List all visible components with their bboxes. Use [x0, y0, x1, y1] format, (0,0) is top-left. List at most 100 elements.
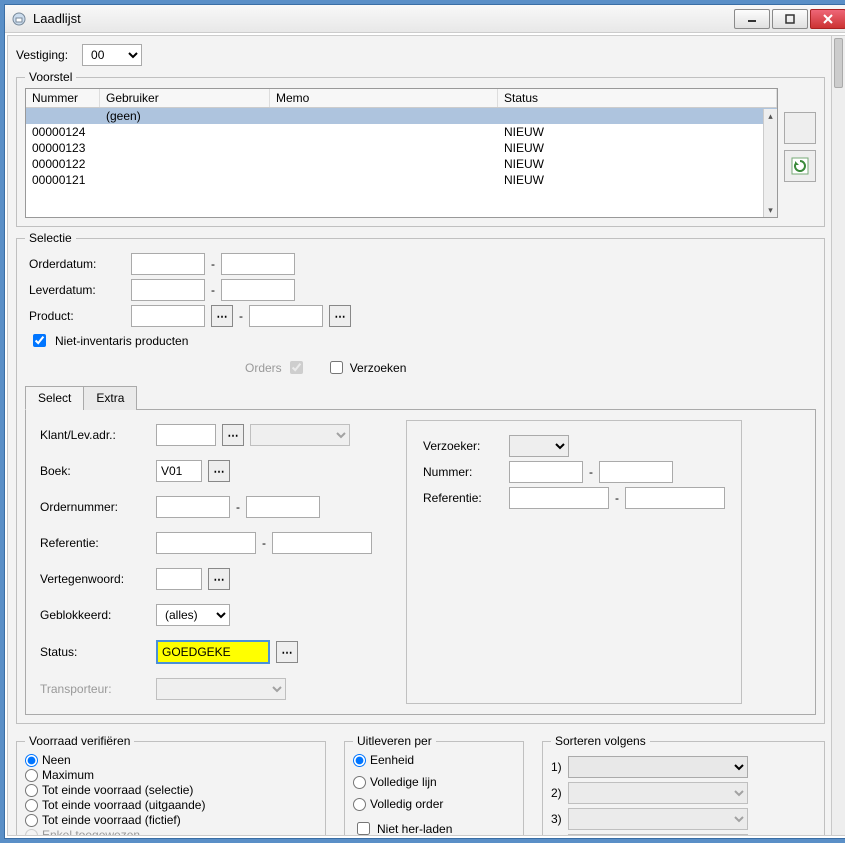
table-cell-memo [270, 124, 498, 140]
leverdatum-label: Leverdatum: [29, 283, 125, 297]
referentie-to[interactable] [272, 532, 372, 554]
product-from[interactable] [131, 305, 205, 327]
verz-nummer-from[interactable] [509, 461, 583, 483]
klant-input[interactable] [156, 424, 216, 446]
uit-lijn-radio[interactable] [353, 776, 366, 789]
grid-scrollbar[interactable]: ▴ ▾ [763, 109, 777, 217]
verzoeken-label: Verzoeken [350, 361, 407, 375]
minimize-button[interactable] [734, 9, 770, 29]
verify-fic-radio[interactable] [25, 814, 38, 827]
verify-neen-radio[interactable] [25, 754, 38, 767]
niet-inventaris-checkbox[interactable] [33, 334, 46, 347]
referentie-from[interactable] [156, 532, 256, 554]
product-to-lookup[interactable]: ⋯ [329, 305, 351, 327]
uit-order-radio[interactable] [353, 798, 366, 811]
table-row[interactable]: (geen) [26, 108, 777, 124]
leverdatum-to[interactable] [221, 279, 295, 301]
table-row[interactable]: 00000121NIEUW [26, 172, 777, 188]
scroll-down-icon[interactable]: ▾ [764, 203, 777, 217]
vertegenwoord-input[interactable] [156, 568, 202, 590]
window-title: Laadlijst [33, 11, 734, 26]
grid-header-status[interactable]: Status [498, 89, 777, 107]
niet-her-checkbox[interactable] [357, 822, 370, 835]
vertegenwoord-lookup[interactable]: ⋯ [208, 568, 230, 590]
orderdatum-to[interactable] [221, 253, 295, 275]
boek-lookup[interactable]: ⋯ [208, 460, 230, 482]
sep: - [211, 257, 215, 271]
selectie-fieldset: Selectie Orderdatum: - Leverdatum: - Pro… [16, 231, 825, 724]
client-area: Vestiging: 00 Voorstel Nummer Gebruiker … [7, 35, 845, 836]
boek-input[interactable] [156, 460, 202, 482]
sort-3-label: 3) [551, 812, 562, 826]
tab-select[interactable]: Select [25, 386, 84, 410]
table-cell-gebruiker [100, 140, 270, 156]
grid-header-memo[interactable]: Memo [270, 89, 498, 107]
ordernummer-from[interactable] [156, 496, 230, 518]
table-cell-gebruiker [100, 156, 270, 172]
app-icon [11, 11, 27, 27]
table-row[interactable]: 00000124NIEUW [26, 124, 777, 140]
scroll-up-icon[interactable]: ▴ [764, 109, 777, 123]
table-cell-nummer [26, 108, 100, 124]
sort-1-select[interactable] [568, 756, 748, 778]
orders-label: Orders [245, 361, 282, 375]
verify-max-radio[interactable] [25, 769, 38, 782]
table-cell-memo [270, 172, 498, 188]
table-cell-nummer: 00000122 [26, 156, 100, 172]
orderdatum-label: Orderdatum: [29, 257, 125, 271]
window: Laadlijst Vestiging: 00 Voorstel Nummer … [4, 4, 845, 839]
verify-uit-radio[interactable] [25, 799, 38, 812]
vestiging-select[interactable]: 00 [82, 44, 142, 66]
table-cell-status [498, 108, 777, 124]
geblokkeerd-select[interactable]: (alles) [156, 604, 230, 626]
product-to[interactable] [249, 305, 323, 327]
verz-nummer-to[interactable] [599, 461, 673, 483]
refresh-button[interactable] [784, 150, 816, 182]
sep: - [239, 309, 243, 323]
table-cell-nummer: 00000124 [26, 124, 100, 140]
niet-her-label: Niet her-laden [377, 822, 452, 836]
table-cell-memo [270, 156, 498, 172]
uit-eenheid-radio[interactable] [353, 754, 366, 767]
status-lookup[interactable]: ⋯ [276, 641, 298, 663]
voorstel-grid[interactable]: Nummer Gebruiker Memo Status (geen)00000… [25, 88, 778, 218]
product-label: Product: [29, 309, 125, 323]
geblokkeerd-label: Geblokkeerd: [40, 608, 150, 622]
table-row[interactable]: 00000123NIEUW [26, 140, 777, 156]
select-tab-pane: Klant/Lev.adr.: ⋯ Boek: ⋯ Ordernummer: - [25, 410, 816, 715]
vestiging-label: Vestiging: [16, 48, 68, 62]
blank-side-button[interactable] [784, 112, 816, 144]
leverdatum-from[interactable] [131, 279, 205, 301]
transporteur-select [156, 678, 286, 700]
verify-sel-radio[interactable] [25, 784, 38, 797]
ordernummer-to[interactable] [246, 496, 320, 518]
table-cell-gebruiker [100, 172, 270, 188]
window-scrollbar[interactable] [831, 36, 845, 835]
ordernummer-label: Ordernummer: [40, 500, 150, 514]
titlebar: Laadlijst [5, 5, 845, 33]
maximize-button[interactable] [772, 9, 808, 29]
verz-ref-to[interactable] [625, 487, 725, 509]
verz-nummer-label: Nummer: [423, 465, 503, 479]
verzoeker-select[interactable] [509, 435, 569, 457]
verz-ref-from[interactable] [509, 487, 609, 509]
grid-header-nummer[interactable]: Nummer [26, 89, 100, 107]
verify-max-label: Maximum [42, 768, 94, 782]
sort-3-select [568, 808, 748, 830]
referentie-label: Referentie: [40, 536, 150, 550]
grid-header-gebruiker[interactable]: Gebruiker [100, 89, 270, 107]
product-from-lookup[interactable]: ⋯ [211, 305, 233, 327]
voorstel-fieldset: Voorstel Nummer Gebruiker Memo Status (g… [16, 70, 825, 227]
orderdatum-from[interactable] [131, 253, 205, 275]
tab-extra[interactable]: Extra [83, 386, 137, 410]
table-row[interactable]: 00000122 NIEUW [26, 156, 777, 172]
uitleveren-legend: Uitleveren per [353, 734, 436, 748]
orders-checkbox [290, 361, 303, 374]
uit-order-label: Volledig order [370, 797, 443, 811]
table-cell-status: NIEUW [498, 156, 777, 172]
selectie-legend: Selectie [25, 231, 76, 245]
verzoeken-checkbox[interactable] [330, 361, 343, 374]
klant-lookup[interactable]: ⋯ [222, 424, 244, 446]
close-button[interactable] [810, 9, 845, 29]
status-field[interactable]: GOEDGEKE [156, 640, 270, 664]
